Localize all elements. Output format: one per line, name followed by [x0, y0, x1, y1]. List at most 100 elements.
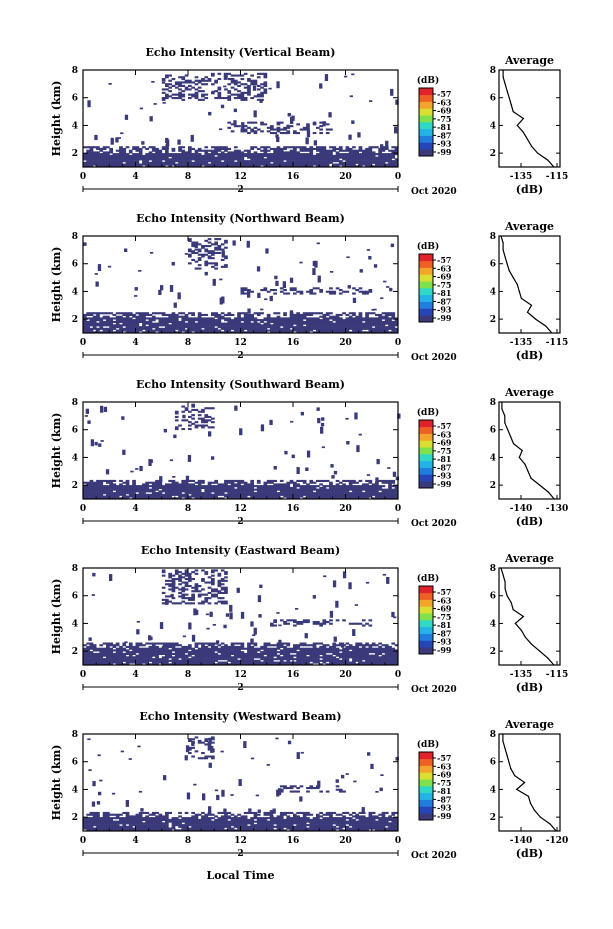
echo-cell	[148, 656, 153, 659]
echo-cell	[86, 485, 90, 488]
echo-cell	[211, 658, 215, 661]
echo-cell	[263, 331, 268, 334]
echo-cell	[181, 485, 186, 488]
echo-cell	[342, 149, 346, 152]
echo-cell	[109, 497, 113, 500]
echo-cell	[253, 154, 258, 157]
echo-cell	[194, 326, 199, 329]
echo-cell	[178, 651, 182, 654]
echo-cell	[197, 322, 202, 325]
echo-cell	[335, 490, 340, 493]
echo-cell	[122, 156, 127, 159]
echo-cell	[299, 479, 304, 482]
y-tick-label: 8	[72, 66, 78, 76]
echo-cell	[309, 486, 314, 489]
echo-cell	[188, 238, 192, 241]
echo-cell	[293, 490, 297, 493]
echo-cell	[122, 647, 127, 650]
echo-cell	[220, 146, 225, 149]
echo-cell	[112, 324, 117, 327]
echo-cell	[151, 315, 156, 318]
echo-cell	[266, 492, 271, 495]
echo-cell	[355, 490, 359, 493]
echo-cell	[158, 485, 163, 488]
echo-cell	[119, 490, 123, 493]
echo-cell	[345, 497, 350, 500]
echo-cell	[388, 649, 392, 652]
echo-cell	[122, 147, 127, 150]
echo-cell	[161, 161, 166, 164]
echo-cell	[204, 407, 209, 410]
echo-cell	[161, 663, 166, 666]
echo-cell	[388, 651, 392, 654]
echo-cell	[102, 324, 107, 327]
echo-cell	[122, 652, 127, 655]
echo-cell	[207, 153, 212, 156]
echo-cell	[99, 488, 104, 491]
echo-cell	[309, 165, 314, 168]
echo-cell	[329, 654, 333, 657]
echo-cell	[191, 403, 195, 406]
echo-cell	[168, 600, 172, 603]
echo-cell	[158, 327, 163, 330]
echo-cell	[322, 488, 327, 491]
echo-cell	[256, 163, 261, 166]
echo-cell	[142, 322, 146, 325]
echo-cell	[130, 470, 134, 473]
echo-cell	[348, 326, 353, 329]
echo-cell	[230, 130, 235, 133]
beam-panel-0: Echo Intensity (Vertical Beam)Height (km…	[50, 46, 568, 197]
echo-cell	[119, 654, 123, 657]
echo-cell	[275, 134, 279, 138]
echo-cell	[256, 327, 261, 330]
echo-cell	[96, 317, 100, 320]
echo-cell	[358, 642, 363, 645]
echo-cell	[325, 329, 330, 332]
echo-cell	[289, 315, 294, 318]
echo-cell	[169, 459, 174, 462]
echo-cell	[322, 492, 327, 495]
day-label: 2	[237, 185, 243, 195]
echo-cell	[207, 257, 212, 260]
echo-cell	[260, 326, 264, 329]
echo-cell	[191, 161, 195, 164]
echo-cell	[250, 488, 254, 491]
echo-cell	[233, 319, 238, 322]
echo-cell	[224, 483, 228, 486]
echo-cell	[184, 79, 189, 82]
echo-cell	[217, 656, 222, 659]
echo-cell	[273, 161, 277, 164]
echo-cell	[191, 663, 195, 666]
echo-cell	[345, 153, 350, 156]
echo-cell	[184, 656, 189, 659]
echo-cell	[161, 88, 166, 91]
echo-cell	[243, 658, 248, 661]
echo-cell	[358, 158, 363, 161]
echo-cell	[181, 410, 186, 413]
echo-cell	[204, 497, 209, 500]
echo-cell	[296, 651, 300, 654]
echo-cell	[358, 320, 363, 323]
echo-cell	[309, 160, 314, 163]
echo-cell	[191, 320, 195, 323]
colorbar-swatch	[419, 260, 433, 268]
echo-cell	[194, 251, 199, 254]
echo-cell	[381, 154, 386, 157]
echo-cell	[247, 645, 251, 648]
echo-cell	[194, 642, 199, 645]
echo-cell	[191, 326, 195, 329]
echo-cell	[233, 642, 238, 645]
echo-cell	[355, 320, 359, 323]
echo-cell	[263, 165, 268, 168]
echo-cell	[220, 97, 225, 100]
echo-cell	[365, 658, 369, 661]
echo-cell	[325, 160, 330, 163]
echo-cell	[191, 656, 195, 659]
echo-cell	[296, 492, 300, 495]
echo-cell	[201, 578, 205, 581]
echo-cell	[102, 497, 107, 500]
echo-cell	[83, 317, 87, 320]
echo-cell	[191, 95, 195, 98]
echo-cell	[158, 319, 163, 322]
echo-cell	[352, 331, 356, 334]
